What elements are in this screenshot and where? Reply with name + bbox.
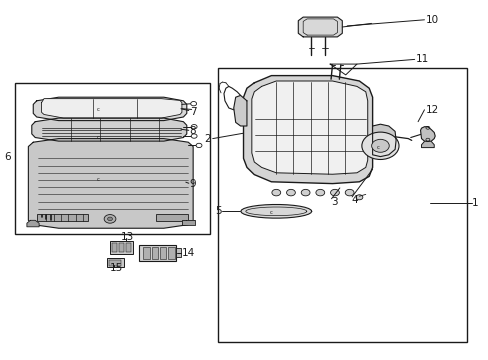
Bar: [37, 214, 88, 221]
Bar: [139, 245, 176, 261]
Text: 1: 1: [471, 198, 478, 208]
Circle shape: [330, 189, 339, 196]
Circle shape: [104, 215, 116, 223]
Circle shape: [345, 189, 353, 196]
Text: 9: 9: [189, 179, 196, 189]
Text: 6: 6: [4, 152, 11, 162]
Circle shape: [271, 189, 280, 196]
Bar: [151, 247, 158, 259]
Polygon shape: [420, 127, 434, 141]
Bar: [125, 243, 130, 252]
Text: 12: 12: [425, 105, 438, 115]
Polygon shape: [233, 95, 246, 126]
Circle shape: [191, 134, 197, 138]
Polygon shape: [240, 204, 311, 218]
Text: 13: 13: [121, 232, 134, 242]
Text: 8: 8: [189, 126, 196, 136]
Bar: [143, 247, 149, 259]
Text: 14: 14: [182, 248, 195, 258]
Bar: [15, 83, 210, 234]
Bar: [119, 243, 123, 252]
Circle shape: [190, 102, 196, 106]
Text: c: c: [376, 145, 379, 150]
Polygon shape: [372, 124, 395, 157]
Text: c: c: [96, 135, 99, 140]
Polygon shape: [243, 76, 372, 184]
Text: c: c: [96, 177, 99, 182]
Bar: [160, 247, 166, 259]
Bar: [108, 260, 121, 266]
Circle shape: [107, 217, 112, 221]
Polygon shape: [182, 220, 194, 225]
Text: 11: 11: [415, 54, 428, 64]
Bar: [217, 68, 466, 342]
Bar: [112, 243, 117, 252]
Text: c: c: [96, 107, 99, 112]
Text: 2: 2: [204, 134, 211, 144]
Circle shape: [286, 189, 295, 196]
Circle shape: [301, 189, 309, 196]
Polygon shape: [421, 141, 433, 148]
Polygon shape: [251, 81, 367, 174]
Text: 3: 3: [331, 197, 338, 207]
Polygon shape: [41, 99, 182, 118]
Bar: [176, 248, 181, 257]
Text: 5: 5: [214, 206, 221, 216]
Circle shape: [371, 139, 388, 152]
Text: 15: 15: [110, 263, 123, 273]
Bar: [106, 258, 123, 267]
Circle shape: [361, 132, 398, 159]
Polygon shape: [33, 97, 186, 121]
Polygon shape: [27, 220, 39, 227]
Text: 10: 10: [425, 15, 438, 25]
Circle shape: [196, 143, 202, 148]
Bar: [110, 241, 133, 254]
Text: 7: 7: [189, 107, 196, 117]
Bar: [156, 214, 188, 221]
Polygon shape: [28, 139, 193, 228]
Text: 4: 4: [350, 195, 357, 205]
Polygon shape: [32, 118, 186, 141]
Circle shape: [355, 195, 362, 200]
Circle shape: [315, 189, 324, 196]
Circle shape: [191, 125, 197, 129]
Text: c: c: [269, 210, 272, 215]
Bar: [168, 247, 174, 259]
Polygon shape: [298, 17, 342, 37]
